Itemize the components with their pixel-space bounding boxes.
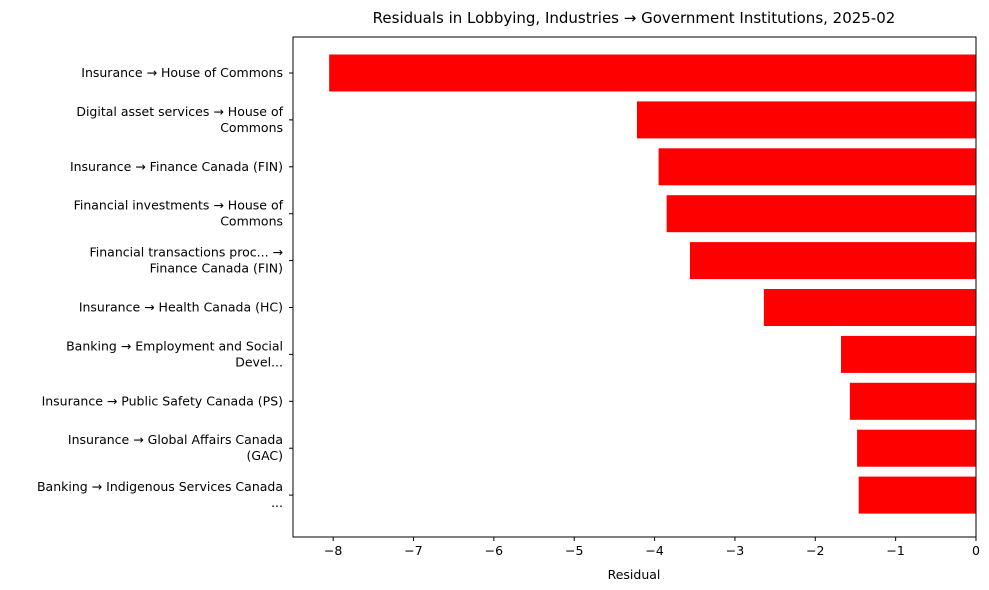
chart-title: Residuals in Lobbying, Industries → Gove… <box>373 9 896 27</box>
y-tick-label-4: Financial investments → House of Commons <box>74 198 284 229</box>
bar-10 <box>858 476 976 514</box>
x-tick-label-4: −5 <box>565 543 583 558</box>
bar-9 <box>857 429 976 467</box>
bar-4 <box>666 195 976 233</box>
y-tick-label-9: Insurance → Global Affairs Canada (GAC) <box>68 432 283 463</box>
x-tick-label-5: −4 <box>645 543 663 558</box>
bar-1 <box>329 54 976 92</box>
x-tick-label-9: 0 <box>972 543 980 558</box>
x-tick-label-8: −1 <box>886 543 904 558</box>
y-tick-label-8: Insurance → Public Safety Canada (PS) <box>42 393 283 408</box>
y-tick-label-6: Insurance → Health Canada (HC) <box>79 300 283 315</box>
x-tick-label-7: −2 <box>806 543 824 558</box>
bar-2 <box>636 101 976 139</box>
x-tick-label-6: −3 <box>726 543 744 558</box>
x-tick-label-3: −6 <box>485 543 503 558</box>
plot-frame <box>292 36 977 538</box>
x-tick-label-1: −8 <box>324 543 342 558</box>
bar-3 <box>658 148 976 186</box>
bar-5 <box>689 242 976 280</box>
y-tick-label-3: Insurance → Finance Canada (FIN) <box>70 159 283 174</box>
x-tick-label-2: −7 <box>404 543 422 558</box>
bar-8 <box>849 382 976 420</box>
x-axis-label: Residual <box>608 567 661 582</box>
y-tick-label-7: Banking → Employment and Social Devel... <box>66 338 283 369</box>
bar-7 <box>841 335 976 373</box>
y-tick-label-10: Banking → Indigenous Services Canada... <box>37 479 283 510</box>
bars-group <box>329 54 976 514</box>
bar-6 <box>763 289 976 326</box>
y-tick-label-5: Financial transactions proc... → Finance … <box>90 245 284 276</box>
y-tick-label-1: Insurance → House of Commons <box>81 65 283 80</box>
x-axis: −8 −7 −6 −5 −4 −3 −2 −1 0 <box>324 537 980 558</box>
y-tick-label-2: Digital asset services → House of Commons <box>76 104 283 135</box>
y-axis: Insurance → House of Commons Digital asse… <box>37 65 293 510</box>
